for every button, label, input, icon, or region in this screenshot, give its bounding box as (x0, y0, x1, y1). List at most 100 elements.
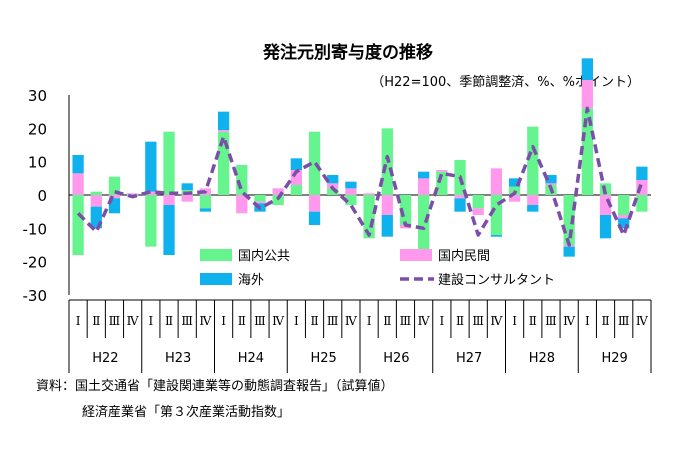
bar-1 (254, 195, 266, 202)
x-tick-label: Ⅲ (618, 314, 630, 328)
x-tick-label: Ⅲ (545, 314, 557, 328)
x-tick-label: Ⅱ (92, 314, 100, 328)
bar-2 (90, 195, 102, 207)
bar-1 (217, 131, 230, 195)
y-axis: 30 20 10 0 -10 -20 -30 (23, 87, 48, 305)
bar-2 (163, 195, 175, 205)
x-tick-label: Ⅱ (529, 314, 537, 328)
y-tick-label: 10 (28, 154, 47, 172)
year-label: H24 (238, 351, 264, 366)
bar-1 (363, 195, 375, 239)
y-tick-label: 0 (37, 187, 47, 205)
bar-2 (418, 178, 430, 195)
bar-2 (545, 183, 557, 185)
bar-2 (108, 195, 121, 199)
bar-1 (90, 191, 102, 195)
x-tick-label: Ⅲ (472, 314, 484, 328)
bar-1 (72, 195, 84, 255)
bar-1 (636, 195, 648, 212)
line-4 (76, 106, 644, 247)
chart-title: 発注元別寄与度の推移 (262, 42, 433, 63)
bar-1 (308, 131, 321, 195)
bar-3 (527, 205, 539, 212)
year-label: H28 (529, 351, 555, 366)
bar-2 (454, 195, 466, 199)
year-label: H25 (310, 351, 336, 366)
bar-1 (581, 108, 593, 195)
y-tick-label: -30 (23, 287, 48, 305)
bar-2 (490, 168, 503, 195)
bar-3 (308, 211, 321, 225)
bar-3 (490, 235, 503, 237)
legend-label-4: 建設コンサルタント (438, 272, 555, 288)
bar-3 (327, 175, 339, 184)
bar-3 (618, 218, 630, 229)
x-tick-label: Ⅳ (563, 314, 576, 328)
bar-2 (254, 201, 266, 204)
bar-2 (636, 180, 648, 195)
bar-1 (145, 195, 157, 247)
year-label: H26 (383, 351, 409, 366)
bar-2 (145, 191, 157, 195)
bar-2 (472, 208, 484, 215)
bar-3 (545, 175, 557, 184)
legend-swatch-2 (400, 249, 432, 261)
bar-3 (381, 215, 393, 237)
bar-2 (236, 195, 248, 214)
bar-2 (436, 170, 448, 172)
x-tick-label: Ⅳ (345, 314, 358, 328)
bar-2 (272, 188, 284, 195)
y-tick-label: -20 (23, 254, 48, 272)
footnote-source-2: 経済産業省「第３次産業活動指数」 (82, 404, 290, 420)
bar-3 (72, 155, 84, 174)
footnote-source: 資料：国土交通省「建設関連業等の動態調査報告」（試算値） (36, 378, 394, 394)
x-tick-label: Ⅰ (76, 314, 81, 328)
year-label: H29 (601, 351, 627, 366)
bar-3 (90, 206, 102, 229)
bar-1 (290, 185, 302, 195)
x-tick-label: Ⅰ (439, 314, 444, 328)
x-tick-label: Ⅳ (490, 314, 503, 328)
x-tick-label: Ⅱ (601, 314, 609, 328)
bar-3 (454, 198, 466, 212)
bar-2 (127, 193, 139, 195)
bar-1 (345, 195, 357, 205)
bar-2 (217, 130, 230, 132)
bar-2 (599, 195, 612, 215)
bar-2 (381, 195, 393, 215)
bar-2 (345, 188, 357, 195)
x-tick-label: Ⅱ (165, 314, 173, 328)
bar-3 (581, 58, 593, 80)
legend-swatch-3 (200, 273, 232, 285)
bar-2 (363, 193, 375, 195)
legend-swatch-1 (200, 249, 232, 261)
bar-1 (418, 195, 430, 252)
x-tick-label: Ⅲ (254, 314, 266, 328)
bar-2 (527, 195, 539, 205)
bar-2 (508, 195, 521, 202)
x-tick-label: Ⅳ (127, 314, 140, 328)
bar-2 (618, 215, 630, 219)
x-tick-label: Ⅲ (181, 314, 193, 328)
bar-1 (436, 171, 448, 195)
bar-1 (108, 176, 121, 195)
x-tick-label: Ⅰ (512, 314, 517, 328)
bar-3 (108, 198, 121, 214)
bar-3 (636, 166, 648, 180)
bar-1 (618, 195, 630, 215)
x-tick-label: Ⅳ (199, 314, 212, 328)
y-tick-label: -10 (23, 220, 48, 238)
x-tick-label: Ⅲ (327, 314, 339, 328)
legend-label-2: 国内民間 (438, 248, 490, 264)
bar-2 (581, 80, 593, 109)
bar-2 (72, 173, 84, 195)
legend-label-1: 国内公共 (238, 248, 290, 264)
bar-1 (490, 195, 503, 235)
x-tick-label: Ⅱ (456, 314, 464, 328)
legend-label-3: 海外 (238, 273, 264, 288)
x-tick-label: Ⅱ (310, 314, 318, 328)
bar-1 (563, 195, 575, 245)
x-tick-label: Ⅰ (367, 314, 372, 328)
